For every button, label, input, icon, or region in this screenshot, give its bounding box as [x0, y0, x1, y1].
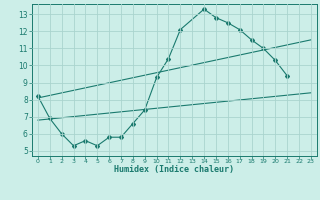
X-axis label: Humidex (Indice chaleur): Humidex (Indice chaleur) — [115, 165, 234, 174]
